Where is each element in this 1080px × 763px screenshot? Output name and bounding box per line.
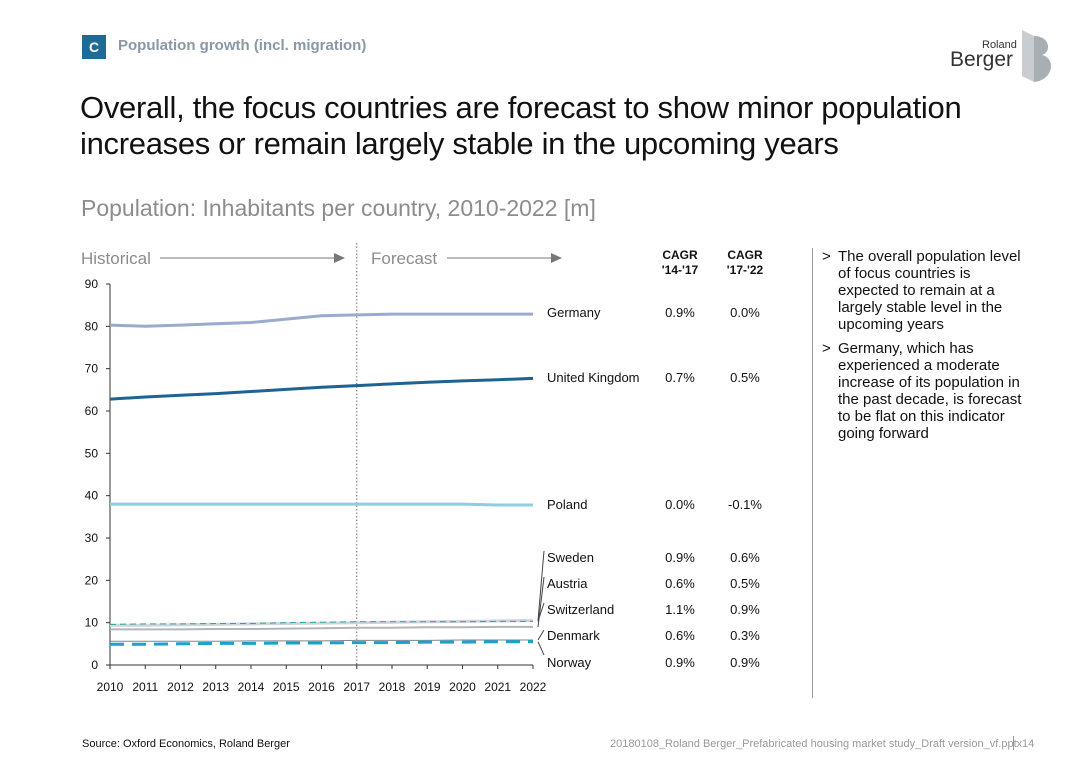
cagr-14-17-united-kingdom: 0.7% (665, 370, 695, 385)
x-tick-label: 2020 (449, 680, 476, 694)
historical-label: Historical (81, 249, 151, 268)
series-label-switzerland: Switzerland (547, 602, 614, 617)
series-label-austria: Austria (547, 576, 588, 591)
x-tick-label: 2015 (273, 680, 300, 694)
y-tick-label: 80 (85, 319, 99, 333)
leader-line-switzerland (537, 602, 545, 622)
y-tick-label: 40 (85, 489, 99, 503)
series-line-denmark (110, 639, 533, 642)
x-tick-label: 2012 (167, 680, 194, 694)
series-line-norway (110, 640, 533, 646)
cagr-17-22-germany: 0.0% (730, 305, 760, 320)
y-tick-label: 70 (85, 362, 99, 376)
cagr-14-17-sweden: 0.9% (665, 550, 695, 565)
series-line-austria (110, 625, 533, 631)
forecast-arrow-head (551, 253, 562, 263)
bullet-marker: > (822, 340, 831, 357)
logo-roland-text: Roland (982, 39, 1017, 51)
x-tick-label: 2014 (238, 680, 265, 694)
series-label-sweden: Sweden (547, 550, 594, 565)
cagr-14-17-austria: 0.6% (665, 576, 695, 591)
cagr-17-22-poland: -0.1% (728, 497, 762, 512)
file-name: 20180108_Roland Berger_Prefabricated hou… (610, 738, 1023, 750)
historical-arrow-head (334, 253, 345, 263)
cagr-17-22-united-kingdom: 0.5% (730, 370, 760, 385)
series-label-norway: Norway (547, 655, 592, 670)
bullet-text: The overall population level of focus co… (838, 248, 1021, 333)
leader-line-denmark (537, 629, 545, 641)
series-line-germany (109, 312, 533, 328)
y-tick-label: 50 (85, 446, 99, 460)
y-tick-label: 0 (91, 658, 98, 672)
source-note: Source: Oxford Economics, Roland Berger (82, 738, 290, 750)
x-tick-label: 2013 (202, 680, 229, 694)
divider-line (812, 248, 813, 698)
y-tick-label: 10 (85, 616, 99, 630)
cagr-14-17-switzerland: 1.1% (665, 602, 695, 617)
page-number: 14 (1022, 738, 1035, 750)
commentary-bullets: > The overall population level of focus … (822, 248, 1022, 449)
population-line-chart: 0 10 20 30 40 50 60 70 80 90 2010 2011 2012 2013 2014 2… (81, 243, 764, 694)
x-tick-label: 2019 (414, 680, 441, 694)
x-tick-label: 2021 (484, 680, 511, 694)
series-line-switzerland (109, 620, 533, 625)
series-label-united-kingdom: United Kingdom (547, 370, 640, 385)
page-title: Overall, the focus countries are forecas… (80, 90, 962, 161)
cagr-17-22-switzerland: 0.9% (730, 602, 760, 617)
x-tick-label: 2011 (132, 680, 158, 694)
cagr-14-17-poland: 0.0% (665, 497, 695, 512)
series-line-sweden (110, 619, 534, 627)
roland-berger-logo-icon (1022, 30, 1052, 82)
y-tick-label: 30 (85, 531, 99, 545)
x-tick-label: 2017 (343, 680, 370, 694)
series-label-germany: Germany (547, 305, 601, 320)
x-tick-label: 2016 (308, 680, 335, 694)
section-title: Population growth (incl. migration) (118, 37, 367, 54)
cagr-header-2: CAGR (727, 248, 763, 262)
bullet-item: > The overall population level of focus … (822, 248, 1022, 333)
cagr-17-22-austria: 0.5% (730, 576, 760, 591)
logo-berger-text: Berger (950, 48, 1014, 71)
y-tick-label: 60 (85, 404, 99, 418)
cagr-14-17-denmark: 0.6% (665, 628, 695, 643)
series-line-poland (110, 502, 533, 507)
x-tick-label: 2018 (379, 680, 406, 694)
x-tick-label: 2022 (520, 680, 547, 694)
cagr-14-17-germany: 0.9% (665, 305, 695, 320)
cagr-period-1: '14-'17 (662, 263, 699, 277)
bullet-text: Germany, which has experienced a moderat… (838, 340, 1022, 442)
leader-line-sweden (537, 550, 545, 621)
cagr-17-22-sweden: 0.6% (730, 550, 760, 565)
series-label-denmark: Denmark (547, 628, 600, 643)
x-tick-label: 2010 (97, 680, 124, 694)
cagr-17-22-norway: 0.9% (730, 655, 760, 670)
cagr-header-1: CAGR (662, 248, 698, 262)
bullet-item: > Germany, which has experienced a moder… (822, 340, 1022, 442)
y-tick-label: 20 (85, 573, 99, 587)
forecast-label: Forecast (371, 249, 437, 268)
page-separator (1013, 736, 1014, 750)
cagr-17-22-denmark: 0.3% (730, 628, 760, 643)
bullet-marker: > (822, 248, 831, 265)
y-tick-label: 90 (85, 277, 99, 291)
cagr-period-2: '17-'22 (727, 263, 764, 277)
series-line-united-kingdom (109, 376, 534, 401)
series-label-poland: Poland (547, 497, 587, 512)
section-badge: C (82, 35, 106, 59)
chart-subtitle: Population: Inhabitants per country, 201… (81, 195, 596, 221)
cagr-14-17-norway: 0.9% (665, 655, 695, 670)
leader-line-norway (537, 641, 545, 656)
